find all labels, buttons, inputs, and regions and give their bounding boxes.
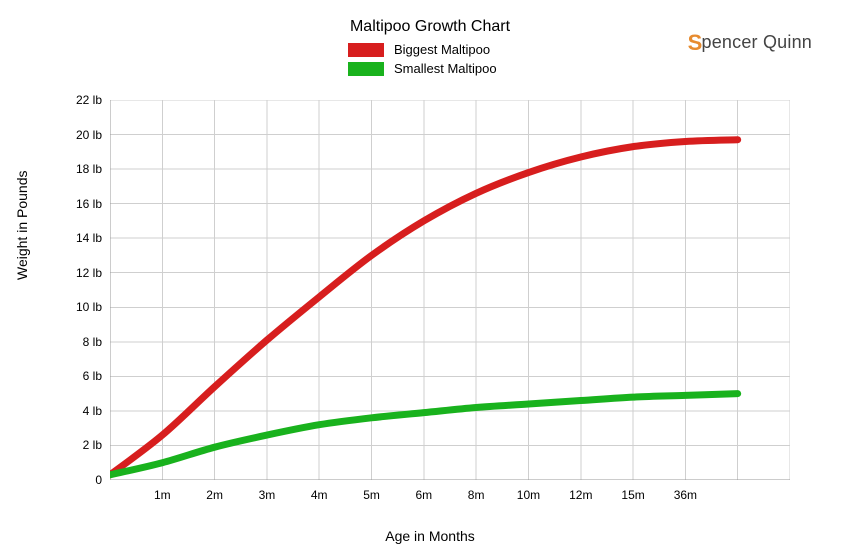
y-tick-label: 8 lb: [52, 335, 102, 349]
x-tick-label: 15m: [621, 488, 644, 502]
x-tick-label: 4m: [311, 488, 328, 502]
y-tick-label: 22 lb: [52, 93, 102, 107]
x-tick-label: 1m: [154, 488, 171, 502]
y-tick-label: 14 lb: [52, 231, 102, 245]
x-tick-label: 10m: [517, 488, 540, 502]
plot-area: 02 lb4 lb6 lb8 lb10 lb12 lb14 lb16 lb18 …: [110, 100, 790, 480]
logo-text: pencer Quinn: [702, 32, 812, 52]
x-tick-label: 8m: [468, 488, 485, 502]
y-tick-label: 0: [52, 473, 102, 487]
legend-item: Biggest Maltipoo: [348, 42, 497, 57]
legend-item: Smallest Maltipoo: [348, 61, 497, 76]
brand-logo: Spencer Quinn: [688, 30, 812, 56]
y-tick-label: 2 lb: [52, 438, 102, 452]
legend-label: Biggest Maltipoo: [394, 42, 490, 57]
y-tick-label: 12 lb: [52, 266, 102, 280]
y-tick-label: 16 lb: [52, 197, 102, 211]
legend: Biggest Maltipoo Smallest Maltipoo: [348, 42, 497, 80]
x-tick-label: 5m: [363, 488, 380, 502]
x-tick-label: 12m: [569, 488, 592, 502]
y-tick-label: 6 lb: [52, 369, 102, 383]
y-tick-label: 4 lb: [52, 404, 102, 418]
y-tick-label: 18 lb: [52, 162, 102, 176]
y-axis-label: Weight in Pounds: [14, 171, 30, 280]
x-axis-label: Age in Months: [0, 528, 860, 544]
x-tick-label: 3m: [259, 488, 276, 502]
x-tick-label: 2m: [206, 488, 223, 502]
chart-svg: [110, 100, 790, 480]
legend-swatch: [348, 43, 384, 57]
y-tick-label: 10 lb: [52, 300, 102, 314]
x-tick-label: 6m: [416, 488, 433, 502]
legend-swatch: [348, 62, 384, 76]
legend-label: Smallest Maltipoo: [394, 61, 497, 76]
y-tick-label: 20 lb: [52, 128, 102, 142]
logo-s-mark: S: [688, 30, 703, 56]
x-tick-label: 36m: [674, 488, 697, 502]
